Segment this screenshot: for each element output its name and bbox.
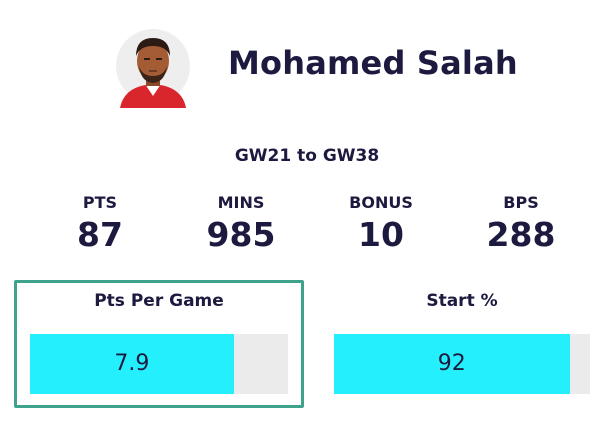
player-avatar-icon xyxy=(116,29,190,108)
stat-label: BONUS xyxy=(349,193,413,212)
stat-label: MINS xyxy=(217,193,265,212)
start-pct-bar-fill xyxy=(334,334,570,394)
pts-per-game-bar: 7.9 xyxy=(30,334,288,394)
pts-per-game-bar-fill xyxy=(30,334,234,394)
start-pct-bar: 92 xyxy=(334,334,590,394)
stat-bonus: BONUS 10 xyxy=(316,193,446,255)
gameweek-range: GW21 to GW38 xyxy=(234,146,380,166)
start-pct-value: 92 xyxy=(437,351,466,376)
player-name: Mohamed Salah xyxy=(228,44,518,82)
stat-pts: PTS 87 xyxy=(35,193,165,255)
player-avatar xyxy=(114,28,192,108)
stat-value: 288 xyxy=(486,215,556,254)
stat-label: PTS xyxy=(82,193,118,212)
pts-per-game-value: 7.9 xyxy=(114,351,150,376)
start-pct-label: Start % xyxy=(426,291,498,311)
stat-mins: MINS 985 xyxy=(176,193,306,255)
pts-per-game-label: Pts Per Game xyxy=(94,291,224,311)
stat-value: 87 xyxy=(77,215,123,254)
stat-value: 10 xyxy=(358,215,404,254)
stat-bps: BPS 288 xyxy=(456,193,586,255)
highlight-box xyxy=(14,280,304,408)
stat-value: 985 xyxy=(206,215,276,254)
stat-label: BPS xyxy=(503,193,539,212)
